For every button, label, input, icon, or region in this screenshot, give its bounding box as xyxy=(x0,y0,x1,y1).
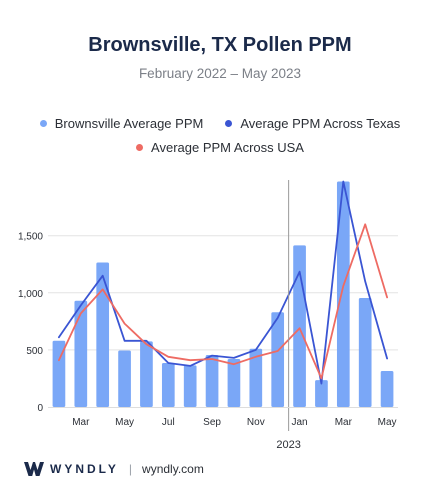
x-tick-label: Mar xyxy=(335,417,353,428)
x-tick-label: Jul xyxy=(162,417,175,428)
bar xyxy=(161,363,175,407)
bar xyxy=(249,348,263,407)
y-tick-label: 1,000 xyxy=(18,289,43,300)
bar xyxy=(74,300,88,407)
legend-row-2: Average PPM Across USA xyxy=(0,140,440,155)
bar xyxy=(380,371,394,407)
bar xyxy=(358,297,372,407)
series-line-texas xyxy=(58,180,389,385)
footer-url[interactable]: wyndly.com xyxy=(142,462,204,476)
legend-item-texas: Average PPM Across Texas xyxy=(225,116,400,131)
chart-plot: 0 500 1,000 1,500 Mar May Jul Sep Nov Jan Mar May 20… xyxy=(18,180,398,451)
x-tick-label: Mar xyxy=(72,417,90,428)
bar xyxy=(271,312,285,407)
series-line-usa xyxy=(58,223,389,380)
bar xyxy=(118,350,131,407)
legend-swatch-texas xyxy=(225,120,233,127)
axis-layer: 0 500 1,000 1,500 Mar May Jul Sep Nov Jan Mar May 20… xyxy=(18,180,398,451)
x-tick-label: May xyxy=(115,417,134,428)
chart-title: Brownsville, TX Pollen PPM xyxy=(88,34,352,56)
legend-item-brownsville: Brownsville Average PPM xyxy=(39,116,204,131)
bar xyxy=(140,341,153,407)
bar xyxy=(183,365,197,407)
legend-swatch-usa xyxy=(136,144,144,151)
bar xyxy=(293,245,306,407)
x-tick-label: Nov xyxy=(247,417,265,428)
bar xyxy=(227,359,241,407)
footer-separator: | xyxy=(128,462,133,476)
bar xyxy=(205,355,219,407)
legend-label-brownsville: Brownsville Average PPM xyxy=(54,116,204,131)
bar-layer xyxy=(52,181,394,407)
bar xyxy=(336,181,350,407)
x-year-label: 2023 xyxy=(276,439,300,451)
chart-subtitle: February 2022 – May 2023 xyxy=(138,66,302,81)
bar xyxy=(315,380,328,407)
footer-brand[interactable]: WYNDLY xyxy=(50,462,119,476)
y-tick-label: 0 xyxy=(37,403,43,414)
wyndly-logo-icon[interactable] xyxy=(24,462,44,476)
bar xyxy=(52,340,66,407)
legend-item-usa: Average PPM Across USA xyxy=(136,140,304,155)
legend: Brownsville Average PPM Average PPM Acro… xyxy=(0,116,440,131)
footer: WYNDLY | wyndly.com xyxy=(24,462,204,476)
bar xyxy=(96,262,110,407)
legend-label-usa: Average PPM Across USA xyxy=(151,140,304,155)
legend-label-texas: Average PPM Across Texas xyxy=(240,116,401,131)
line-layer xyxy=(58,180,389,385)
x-tick-label: Sep xyxy=(203,417,221,428)
y-tick-label: 1,500 xyxy=(18,232,43,243)
x-tick-label: Jan xyxy=(292,417,308,428)
x-tick-label: May xyxy=(378,417,397,428)
legend-swatch-brownsville xyxy=(39,120,47,127)
y-tick-label: 500 xyxy=(26,346,43,357)
